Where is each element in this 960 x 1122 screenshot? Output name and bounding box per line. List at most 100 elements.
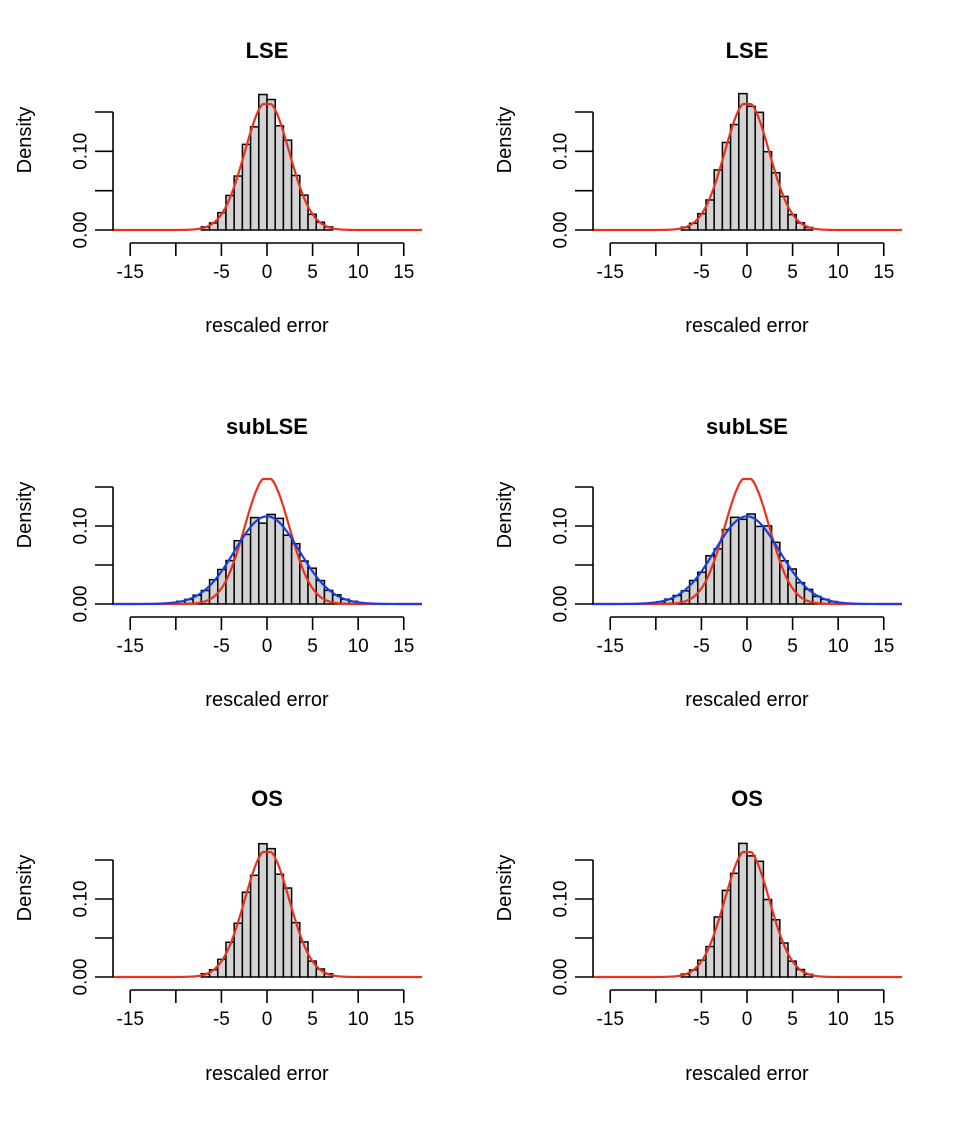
histogram-bar [258, 842, 268, 978]
histogram-bar [249, 874, 260, 978]
x-tick-label: 15 [873, 262, 894, 283]
x-tick-label: -15 [597, 262, 624, 283]
x-axis-label: rescaled error [685, 1063, 809, 1085]
x-axis-label: rescaled error [685, 689, 809, 711]
x-tick-label: 15 [873, 636, 894, 657]
y-axis-label: Density [494, 855, 516, 922]
panel-3: subLSE 0.00 0.10 Density -15 -5 0 5 10 15 rescaled… [14, 414, 422, 711]
x-tick-label: -5 [213, 262, 230, 283]
x-tick-label: 0 [742, 636, 753, 657]
blue-density-curve [592, 515, 902, 606]
histogram-bar [290, 542, 301, 605]
x-tick-label: 5 [787, 262, 798, 283]
x-tick-label: 0 [262, 262, 273, 283]
histogram-bar [274, 517, 285, 605]
x-axis-label: rescaled error [205, 689, 329, 711]
x-tick-label: 0 [742, 262, 753, 283]
x-tick-label: -15 [117, 636, 144, 657]
histogram-bar [738, 518, 748, 605]
x-tick-label: -15 [597, 1009, 624, 1030]
red-density-curve [112, 102, 422, 232]
histogram-bar [274, 124, 285, 231]
histogram [680, 842, 814, 978]
x-tick-label: 0 [262, 1009, 273, 1030]
histogram [167, 513, 359, 605]
x-tick-label: 5 [787, 636, 798, 657]
x-tick-label: 10 [828, 262, 849, 283]
y-tick-label: 0.10 [551, 881, 572, 918]
histogram-bar [241, 533, 252, 605]
x-tick-label: 10 [348, 1009, 369, 1030]
x-tick-label: 5 [307, 1009, 318, 1030]
histogram-bar [266, 513, 276, 605]
histogram-bar [249, 126, 260, 231]
histogram-bar [779, 942, 789, 978]
x-tick-label: -15 [597, 636, 624, 657]
y-tick-label: 0.00 [71, 586, 92, 623]
histogram-bar [713, 169, 724, 231]
x-axis-label: rescaled error [205, 315, 329, 337]
histogram [200, 93, 334, 231]
x-axis-label: rescaled error [205, 1063, 329, 1085]
x-tick-label: 5 [307, 636, 318, 657]
x-tick-label: 10 [348, 636, 369, 657]
y-tick-label: 0.00 [71, 212, 92, 249]
histogram-bar [746, 105, 756, 231]
y-tick-label: 0.10 [71, 133, 92, 170]
histogram-bar [266, 98, 276, 231]
x-tick-label: 5 [307, 262, 318, 283]
x-tick-label: -15 [117, 1009, 144, 1030]
histogram-bar [729, 872, 740, 978]
y-tick-label: 0.00 [551, 212, 572, 249]
y-axis-label: Density [14, 482, 36, 549]
x-tick-label: 15 [393, 636, 414, 657]
histogram [680, 92, 814, 231]
panel-4: subLSE 0.00 0.10 Density -15 -5 0 5 10 15 rescaled… [494, 414, 902, 711]
x-tick-label: -5 [213, 636, 230, 657]
y-tick-label: 0.00 [71, 959, 92, 996]
x-tick-label: -5 [213, 1009, 230, 1030]
red-density-curve [592, 850, 902, 979]
histogram-bar [713, 916, 724, 978]
x-tick-label: -5 [693, 636, 710, 657]
x-tick-label: 10 [828, 1009, 849, 1030]
x-tick-label: 15 [393, 1009, 414, 1030]
x-tick-label: -5 [693, 262, 710, 283]
y-tick-label: 0.00 [551, 959, 572, 996]
panel-title: OS [731, 786, 763, 811]
histogram-bar [738, 842, 748, 978]
histogram-bar [282, 534, 293, 605]
panel-1: LSE 0.00 0.10 Density -15 -5 0 5 10 15 rescaled er… [14, 38, 422, 337]
x-tick-label: 15 [393, 262, 414, 283]
histogram-bar [299, 194, 309, 231]
x-tick-label: 5 [787, 1009, 798, 1030]
histogram-bar [746, 855, 756, 978]
histogram-bar [762, 150, 773, 231]
histogram-bar [258, 93, 268, 231]
panel-title: OS [251, 786, 283, 811]
histogram-bar [266, 847, 276, 978]
panel-title: subLSE [706, 414, 788, 439]
x-tick-label: -15 [117, 262, 144, 283]
histogram-bar [762, 898, 773, 978]
panel-title: LSE [726, 38, 769, 63]
histogram-bar [729, 516, 740, 605]
histogram-bar [249, 516, 260, 605]
histogram-bar [697, 959, 707, 978]
histogram [200, 842, 334, 978]
y-tick-label: 0.00 [551, 586, 572, 623]
histogram-bar [738, 92, 748, 231]
panel-title: subLSE [226, 414, 308, 439]
y-tick-label: 0.10 [71, 881, 92, 918]
histogram-bar [274, 873, 285, 978]
red-density-curve [592, 102, 902, 232]
panel-6: OS 0.00 0.10 Density -15 -5 0 5 10 15 rescaled err… [494, 786, 902, 1085]
x-axis-label: rescaled error [685, 315, 809, 337]
histogram-bar [258, 522, 268, 605]
y-tick-label: 0.10 [551, 508, 572, 545]
x-tick-label: -5 [693, 1009, 710, 1030]
histogram-bar [754, 525, 765, 605]
y-tick-label: 0.10 [551, 133, 572, 170]
y-tick-label: 0.10 [71, 508, 92, 545]
